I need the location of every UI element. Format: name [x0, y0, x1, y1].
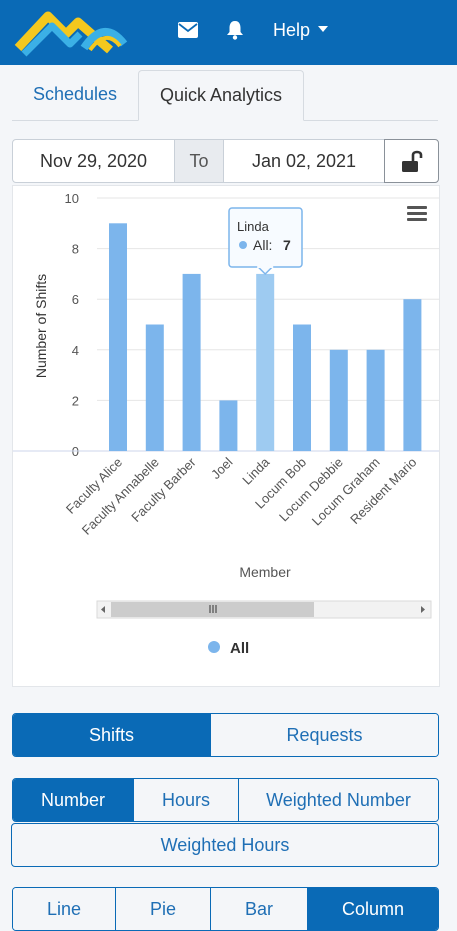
app-logo[interactable] [14, 4, 134, 60]
date-from-field[interactable]: Nov 29, 2020 [12, 139, 175, 183]
y-tick-label: 10 [65, 191, 79, 206]
pie-chart-button[interactable]: Pie [116, 888, 211, 930]
metric-toggle-row-2: Weighted Hours [11, 823, 439, 867]
x-tick-label: Faculty Barber [128, 454, 199, 525]
number-toggle-button[interactable]: Number [13, 779, 134, 821]
view-tabs: Schedules Quick Analytics [12, 70, 438, 121]
bar-locum-debbie[interactable] [329, 349, 348, 451]
mail-icon[interactable] [178, 22, 198, 38]
chevron-down-icon [318, 26, 329, 33]
requests-toggle-button[interactable]: Requests [211, 714, 438, 756]
tab-quick-analytics[interactable]: Quick Analytics [138, 70, 304, 121]
chart-menu-icon[interactable] [407, 206, 427, 209]
date-to-label: To [174, 139, 224, 183]
date-range: Nov 29, 2020 To Jan 02, 2021 [12, 139, 439, 183]
bar-faculty-barber[interactable] [182, 273, 201, 451]
top-navbar: Help [0, 0, 457, 65]
chart-type-toggle: Line Pie Bar Column [12, 887, 439, 931]
scroll-right-arrow-icon[interactable] [421, 606, 425, 613]
help-label: Help [273, 20, 311, 40]
tooltip-pointer-mask [257, 265, 274, 268]
weighted-hours-toggle-button[interactable]: Weighted Hours [160, 835, 290, 855]
y-axis-title: Number of Shifts [33, 274, 49, 378]
legend-item-all[interactable]: All [230, 640, 249, 657]
y-tick-label: 2 [72, 393, 79, 408]
x-tick-label: Linda [239, 454, 273, 488]
tooltip-title: Linda [237, 219, 270, 234]
x-tick-label: Joel [208, 454, 236, 482]
bar-resident-mario[interactable] [403, 299, 422, 451]
scroll-left-arrow-icon[interactable] [101, 606, 105, 613]
column-chart-button[interactable]: Column [308, 888, 438, 930]
tooltip-marker [239, 241, 247, 249]
unlock-icon [402, 150, 423, 172]
hours-toggle-button[interactable]: Hours [134, 779, 239, 821]
tooltip-value: 7 [283, 237, 291, 253]
bar-faculty-alice[interactable] [109, 223, 127, 451]
scrollbar-grip-icon [209, 605, 217, 613]
lock-toggle-button[interactable] [384, 139, 439, 183]
bar-locum-bob[interactable] [293, 324, 311, 452]
date-to-field[interactable]: Jan 02, 2021 [223, 139, 384, 183]
bar-joel[interactable] [219, 400, 238, 451]
bar-linda[interactable] [256, 273, 275, 451]
legend-marker [208, 641, 220, 653]
y-tick-label: 6 [72, 292, 79, 307]
tab-schedules[interactable]: Schedules [32, 84, 118, 104]
chart-menu-icon[interactable] [407, 212, 427, 215]
x-tick-label: Locum Debbie [276, 455, 346, 525]
bar-chart-button[interactable]: Bar [211, 888, 308, 930]
metric-toggle: Number Hours Weighted Number [12, 778, 439, 822]
bell-icon[interactable] [226, 20, 244, 40]
bar-faculty-annabelle[interactable] [145, 324, 164, 452]
y-tick-label: 8 [72, 242, 79, 257]
x-tick-label: Resident Mario [347, 455, 419, 527]
shifts-toggle-button[interactable]: Shifts [13, 714, 211, 756]
chart-menu-icon[interactable] [407, 218, 427, 221]
y-tick-label: 4 [72, 343, 79, 358]
tooltip-pointer [257, 266, 273, 276]
type-toggle: Shifts Requests [12, 713, 439, 757]
tooltip-series: All: [253, 237, 272, 253]
line-chart-button[interactable]: Line [13, 888, 116, 930]
bar-locum-graham[interactable] [366, 349, 385, 451]
help-menu[interactable]: Help [273, 20, 329, 41]
x-axis-title: Member [239, 564, 291, 580]
weighted-number-toggle-button[interactable]: Weighted Number [239, 779, 438, 821]
